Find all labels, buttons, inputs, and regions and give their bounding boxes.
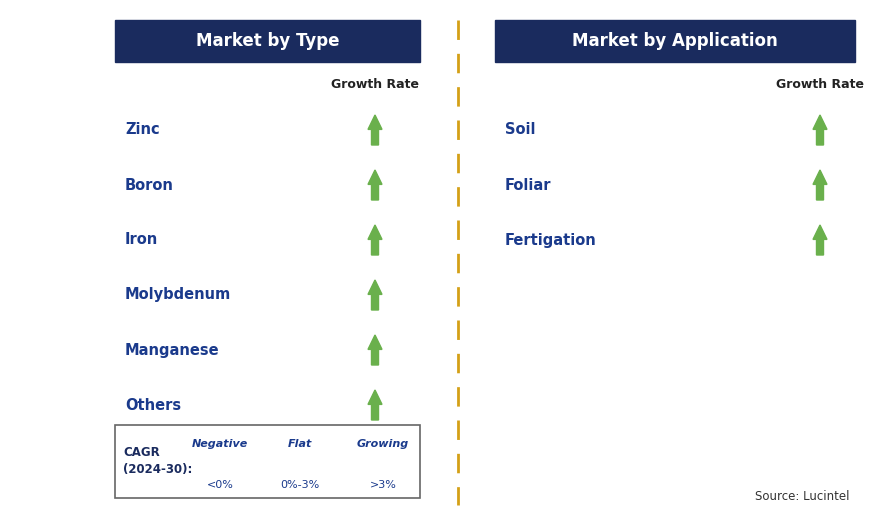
Text: <0%: <0% bbox=[206, 480, 234, 490]
Bar bbox=[115, 20, 420, 62]
Polygon shape bbox=[368, 115, 382, 145]
Text: Negative: Negative bbox=[191, 439, 248, 449]
Text: Boron: Boron bbox=[125, 178, 174, 193]
Polygon shape bbox=[333, 452, 371, 475]
Polygon shape bbox=[254, 449, 270, 478]
Polygon shape bbox=[394, 450, 408, 477]
Text: Molybdenum: Molybdenum bbox=[125, 287, 231, 302]
Text: Soil: Soil bbox=[505, 123, 535, 138]
Polygon shape bbox=[368, 390, 382, 420]
Text: Growing: Growing bbox=[356, 439, 408, 449]
Text: Market by Type: Market by Type bbox=[196, 32, 339, 50]
Polygon shape bbox=[812, 170, 826, 200]
Text: Others: Others bbox=[125, 398, 181, 413]
Text: Flat: Flat bbox=[287, 439, 312, 449]
Polygon shape bbox=[368, 280, 382, 310]
Text: Zinc: Zinc bbox=[125, 123, 160, 138]
Text: Iron: Iron bbox=[125, 232, 158, 248]
Text: Growth Rate: Growth Rate bbox=[775, 78, 863, 91]
Polygon shape bbox=[368, 170, 382, 200]
Text: Market by Application: Market by Application bbox=[572, 32, 777, 50]
Polygon shape bbox=[812, 225, 826, 255]
Text: Manganese: Manganese bbox=[125, 342, 220, 357]
Bar bbox=[115, 425, 420, 498]
Polygon shape bbox=[812, 115, 826, 145]
Polygon shape bbox=[368, 225, 382, 255]
Bar bbox=[494, 20, 854, 62]
Text: Source: Lucintel: Source: Lucintel bbox=[754, 490, 849, 503]
Polygon shape bbox=[368, 335, 382, 365]
Text: 0%-3%: 0%-3% bbox=[280, 480, 320, 490]
Text: Growth Rate: Growth Rate bbox=[331, 78, 419, 91]
Text: Foliar: Foliar bbox=[505, 178, 551, 193]
Text: Fertigation: Fertigation bbox=[505, 232, 596, 248]
Text: CAGR
(2024-30):: CAGR (2024-30): bbox=[123, 447, 192, 476]
Text: >3%: >3% bbox=[369, 480, 396, 490]
